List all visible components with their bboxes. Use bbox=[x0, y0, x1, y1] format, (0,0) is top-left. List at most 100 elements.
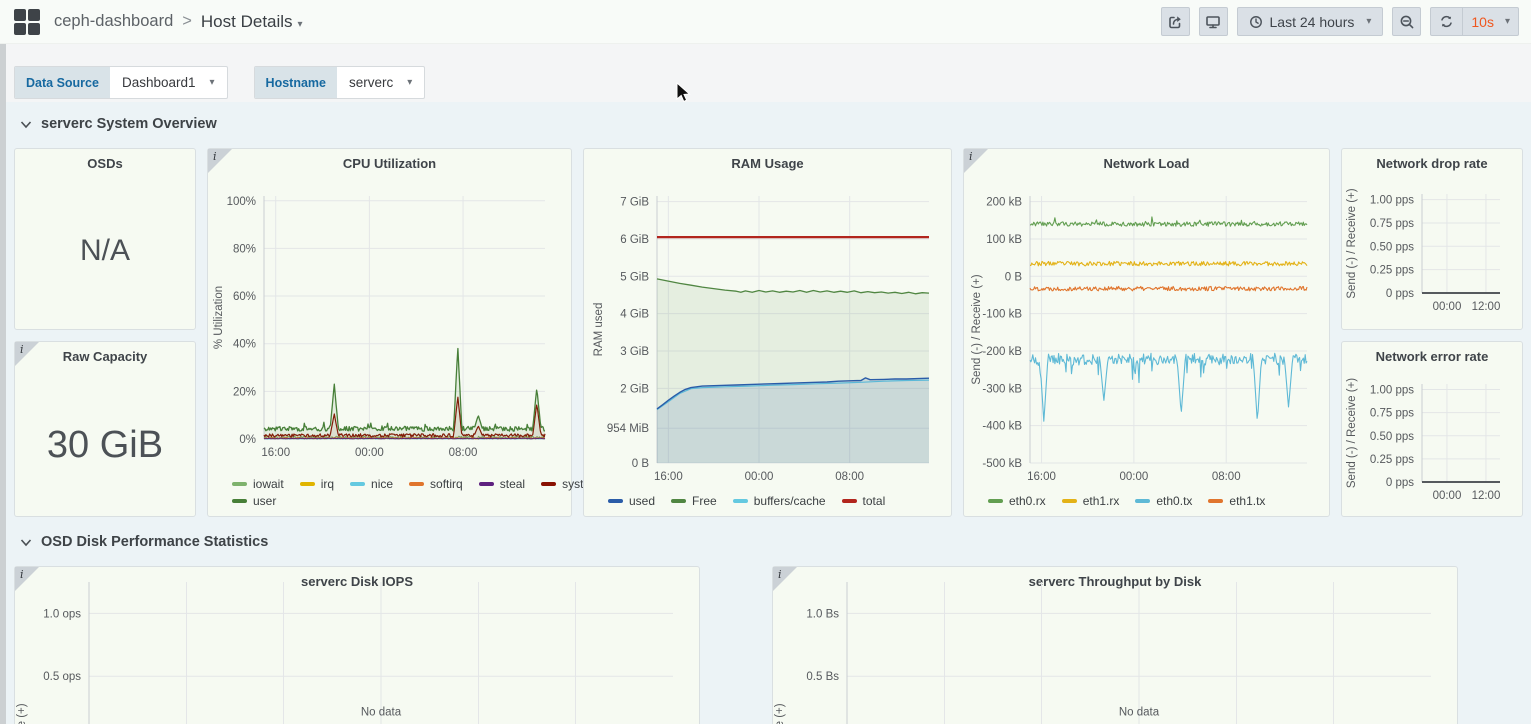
panel-raw-capacity: i Raw Capacity 30 GiB bbox=[14, 341, 196, 517]
series-line-Free bbox=[656, 278, 930, 295]
chart-canvas-ram[interactable]: 16:00 00:00 08:00 0 B 954 MiB 2 GiB 3 GiB 4 GiB… bbox=[584, 149, 951, 516]
legend-swatch bbox=[299, 482, 315, 486]
y-tick-label: 20% bbox=[233, 386, 256, 398]
legend-item-eth0.tx[interactable]: eth0.tx bbox=[1135, 494, 1192, 508]
chart-canvas-cpu[interactable]: 16:00 00:00 08:00 0% 20% 40% 60% 80% 100% % Utili… bbox=[208, 149, 571, 516]
time-range-picker[interactable]: Last 24 hours ▾ bbox=[1236, 7, 1384, 36]
caret-down-icon: ▾ bbox=[407, 77, 413, 88]
legend-item-used[interactable]: used bbox=[608, 494, 655, 508]
panel-info-icon[interactable]: i bbox=[208, 149, 232, 173]
y-tick-label: 0.5 Bs bbox=[806, 671, 839, 683]
section-system-overview[interactable]: serverc System Overview bbox=[20, 116, 217, 132]
chart-canvas-network[interactable]: 16:00 00:00 08:00 200 kB 100 kB 0 B -100 kB -20… bbox=[964, 149, 1329, 516]
legend-item-nice[interactable]: nice bbox=[350, 477, 393, 491]
legend-item-softirq[interactable]: softirq bbox=[409, 477, 463, 491]
x-tick-label: 12:00 bbox=[1472, 490, 1501, 502]
panel-info-icon[interactable]: i bbox=[773, 567, 797, 591]
panel-title[interactable]: OSDs bbox=[87, 156, 123, 171]
panel-title[interactable]: Network Load bbox=[1103, 156, 1190, 171]
legend-label: user bbox=[253, 494, 277, 508]
legend-item-irq[interactable]: irq bbox=[299, 477, 334, 491]
legend-row: user bbox=[232, 494, 563, 508]
series-line-used bbox=[656, 377, 930, 410]
legend-item-total[interactable]: total bbox=[841, 494, 885, 508]
panel-title[interactable]: serverc Throughput by Disk bbox=[1028, 574, 1202, 589]
y-axis-label: % Utilization bbox=[213, 286, 225, 349]
y-tick-label: 1.00 pps bbox=[1370, 385, 1414, 397]
legend-item-buffers/cache[interactable]: buffers/cache bbox=[732, 494, 826, 508]
legend-item-user[interactable]: user bbox=[232, 494, 276, 508]
y-tick-label: 5 GiB bbox=[620, 271, 649, 283]
panel-network-load: i Network Load 16:00 00:00 08:00 200 kB 100 … bbox=[963, 148, 1330, 517]
legend-row: eth0.rx eth1.rx eth0.tx eth1.tx bbox=[988, 494, 1321, 508]
panel-info-icon[interactable]: i bbox=[964, 149, 988, 173]
clock-icon bbox=[1249, 15, 1262, 28]
series-line-buffers/cache bbox=[656, 379, 930, 411]
dashboard-title-dropdown[interactable]: Host Details ▾ bbox=[200, 11, 303, 31]
breadcrumb-app[interactable]: ceph-dashboard bbox=[54, 12, 174, 30]
navbar-toolbar: Last 24 hours ▾ 10s ▾ bbox=[1160, 7, 1519, 36]
panel-ram-usage: RAM Usage 16:00 00:00 08:00 0 B 954 MiB 2 GiB… bbox=[583, 148, 952, 517]
refresh-now-segment[interactable] bbox=[1431, 8, 1462, 35]
series-line-eth0.tx bbox=[1029, 352, 1308, 422]
legend-label: nice bbox=[371, 477, 394, 491]
chart-canvas-iops[interactable]: 1.0 ops 0.5 ops te (+) No data bbox=[15, 567, 699, 724]
panel-info-icon[interactable]: i bbox=[15, 342, 39, 366]
section-osd-disk-performance[interactable]: OSD Disk Performance Statistics bbox=[20, 534, 268, 550]
legend-item-steal[interactable]: steal bbox=[478, 477, 525, 491]
legend-item-eth1.tx[interactable]: eth1.tx bbox=[1208, 494, 1265, 508]
chart-canvas-drop[interactable]: 00:00 12:00 1.00 pps 0.75 pps 0.50 pps 0.25 p… bbox=[1342, 149, 1522, 329]
legend-swatch bbox=[1135, 499, 1151, 503]
share-button[interactable] bbox=[1160, 7, 1190, 36]
refresh-icon bbox=[1441, 15, 1453, 28]
x-tick-label: 00:00 bbox=[355, 447, 384, 459]
y-tick-label: 0.25 pps bbox=[1370, 265, 1414, 277]
legend-item-Free[interactable]: Free bbox=[671, 494, 717, 508]
tv-mode-button[interactable] bbox=[1198, 7, 1228, 36]
y-tick-label: 100 kB bbox=[986, 234, 1022, 246]
panel-title[interactable]: Raw Capacity bbox=[62, 349, 148, 364]
y-axis-label-partial: te (+) bbox=[774, 703, 786, 724]
x-tick-label: 12:00 bbox=[1472, 301, 1501, 313]
legend-label: used bbox=[629, 494, 656, 508]
panel-title[interactable]: Network drop rate bbox=[1376, 156, 1488, 171]
panel-osds: OSDs N/A bbox=[14, 148, 196, 330]
legend-swatch bbox=[232, 482, 247, 486]
legend-swatch bbox=[841, 499, 857, 503]
y-tick-label: 1.0 Bs bbox=[806, 608, 839, 620]
chart-canvas-error[interactable]: 00:00 12:00 1.00 pps 0.75 pps 0.50 pps 0.25 p… bbox=[1342, 342, 1522, 516]
chart-canvas-tput[interactable]: 1.0 Bs 0.5 Bs te (+) No data bbox=[773, 567, 1457, 724]
panel-title[interactable]: CPU Utilization bbox=[342, 156, 437, 171]
y-axis-label: RAM used bbox=[593, 303, 605, 357]
legend-label: eth0.rx bbox=[1009, 494, 1046, 508]
refresh-interval-dropdown[interactable]: 10s ▾ bbox=[1462, 8, 1518, 35]
y-tick-label: 0 pps bbox=[1386, 288, 1414, 300]
grafana-logo[interactable] bbox=[14, 8, 40, 35]
y-tick-label: 954 MiB bbox=[607, 423, 650, 435]
legend-swatch bbox=[478, 482, 494, 486]
panel-info-icon[interactable]: i bbox=[15, 567, 39, 591]
breadcrumb-separator: > bbox=[182, 12, 192, 30]
zoom-out-button[interactable] bbox=[1392, 7, 1422, 36]
tv-mode-icon bbox=[1206, 15, 1220, 28]
legend-item-eth0.rx[interactable]: eth0.rx bbox=[988, 494, 1046, 508]
caret-down-icon: ▾ bbox=[209, 77, 215, 88]
legend-swatch bbox=[608, 499, 623, 503]
zoom-out-icon bbox=[1400, 15, 1414, 28]
y-tick-label: 0.5 ops bbox=[43, 671, 81, 683]
panel-title[interactable]: Network error rate bbox=[1375, 349, 1489, 364]
y-tick-label: -200 kB bbox=[982, 346, 1022, 358]
refresh-button[interactable]: 10s ▾ bbox=[1430, 7, 1519, 36]
share-icon bbox=[1169, 15, 1181, 28]
variable-hostname-value[interactable]: serverc ▾ bbox=[348, 75, 413, 90]
panel-title[interactable]: serverc Disk IOPS bbox=[300, 574, 414, 589]
legend-label: eth1.tx bbox=[1229, 494, 1266, 508]
legend-item-iowait[interactable]: iowait bbox=[232, 477, 284, 491]
variable-datasource-value[interactable]: Dashboard1 ▾ bbox=[121, 75, 215, 90]
series-line-steal bbox=[263, 437, 546, 440]
y-tick-label: 0.50 pps bbox=[1370, 241, 1414, 253]
y-axis-label: Send (-) / Receive (+) bbox=[971, 274, 983, 384]
panel-title[interactable]: RAM Usage bbox=[731, 156, 804, 171]
y-tick-label: 60% bbox=[233, 291, 256, 303]
legend-item-eth1.rx[interactable]: eth1.rx bbox=[1061, 494, 1119, 508]
